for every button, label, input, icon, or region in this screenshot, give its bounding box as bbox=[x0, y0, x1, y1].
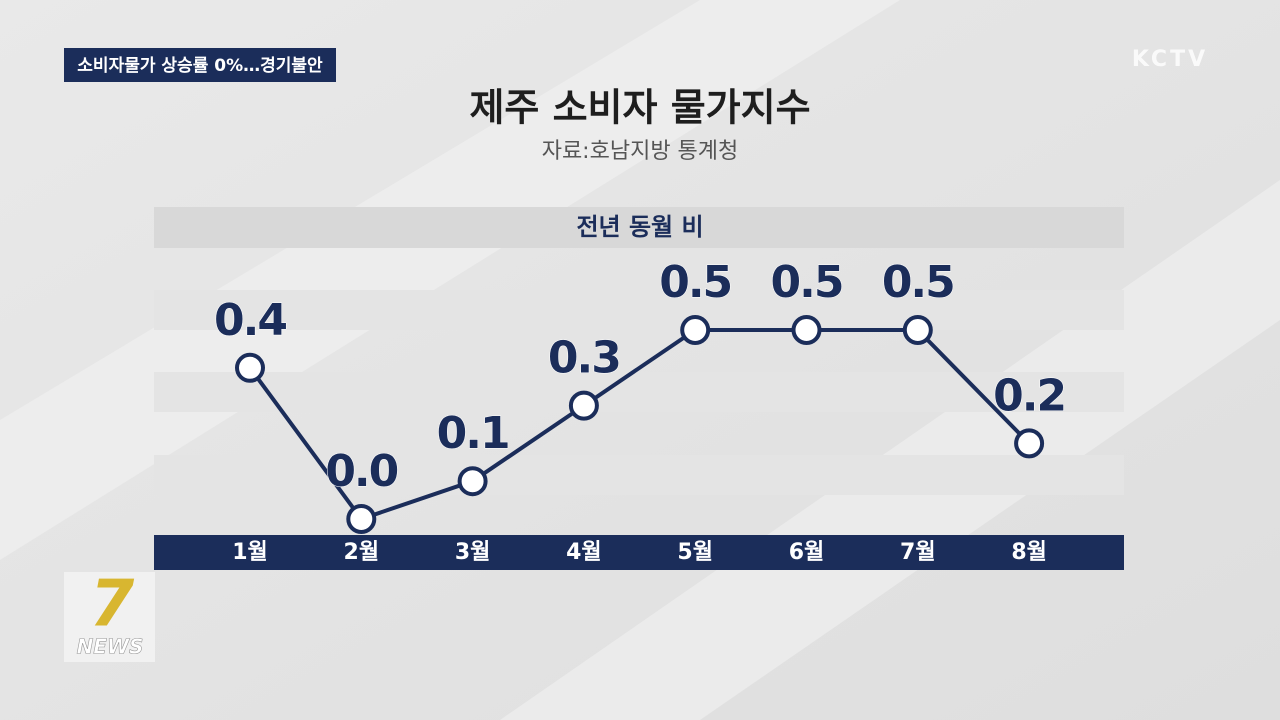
marker bbox=[346, 504, 377, 534]
value-label: 0.2 bbox=[993, 370, 1065, 421]
header-band bbox=[154, 207, 1124, 248]
marker bbox=[235, 352, 265, 383]
x-tick-label: 1월 bbox=[232, 540, 268, 565]
chart-subtitle: 자료:호남지방 통계청 bbox=[542, 139, 739, 164]
line bbox=[248, 328, 1031, 522]
headline: 소비자물가 상승률 0%…경기불안 bbox=[77, 56, 323, 76]
x-tick-label: 8월 bbox=[1011, 540, 1047, 565]
x-tick-label: 6월 bbox=[789, 540, 825, 565]
marker bbox=[568, 390, 599, 421]
chart-title: 제주 소비자 물가지수 bbox=[469, 86, 810, 130]
value-label: 0.1 bbox=[437, 408, 509, 459]
channel-logo: KCTV bbox=[1132, 47, 1208, 72]
value-label: 0.5 bbox=[882, 257, 954, 308]
band bbox=[154, 372, 1124, 412]
headline-box bbox=[64, 48, 336, 82]
value-label: 0.0 bbox=[325, 446, 397, 497]
bg-stripe bbox=[0, 0, 900, 560]
plot: 1월 2월 3월 4월 5월 6월 7월 8월 0.4 0.0 0.1 0.3 0.5 0.5 0.5 0.2 bbox=[214, 257, 1068, 566]
program-logo-box bbox=[64, 572, 155, 662]
marker bbox=[902, 315, 933, 345]
value-label: 0.3 bbox=[548, 333, 620, 384]
marker bbox=[1014, 428, 1045, 459]
value-label: 0.5 bbox=[771, 257, 843, 308]
value-label: 0.4 bbox=[214, 295, 286, 346]
value-label: 0.5 bbox=[659, 257, 731, 308]
marker bbox=[457, 466, 488, 497]
x-tick-label: 2월 bbox=[344, 540, 380, 565]
program-logo-number: 7 bbox=[90, 568, 135, 642]
band bbox=[154, 290, 1124, 330]
marker bbox=[680, 315, 711, 345]
category-bar bbox=[154, 535, 1124, 570]
x-tick-label: 7월 bbox=[900, 540, 936, 565]
program-logo-text: NEWS bbox=[77, 635, 144, 659]
x-tick-label: 4월 bbox=[566, 540, 602, 565]
band bbox=[154, 455, 1124, 495]
x-tick-label: 5월 bbox=[677, 540, 713, 565]
y-label: 전년 동월 비 bbox=[576, 213, 703, 241]
x-tick-label: 3월 bbox=[455, 540, 491, 565]
marker bbox=[791, 315, 822, 345]
